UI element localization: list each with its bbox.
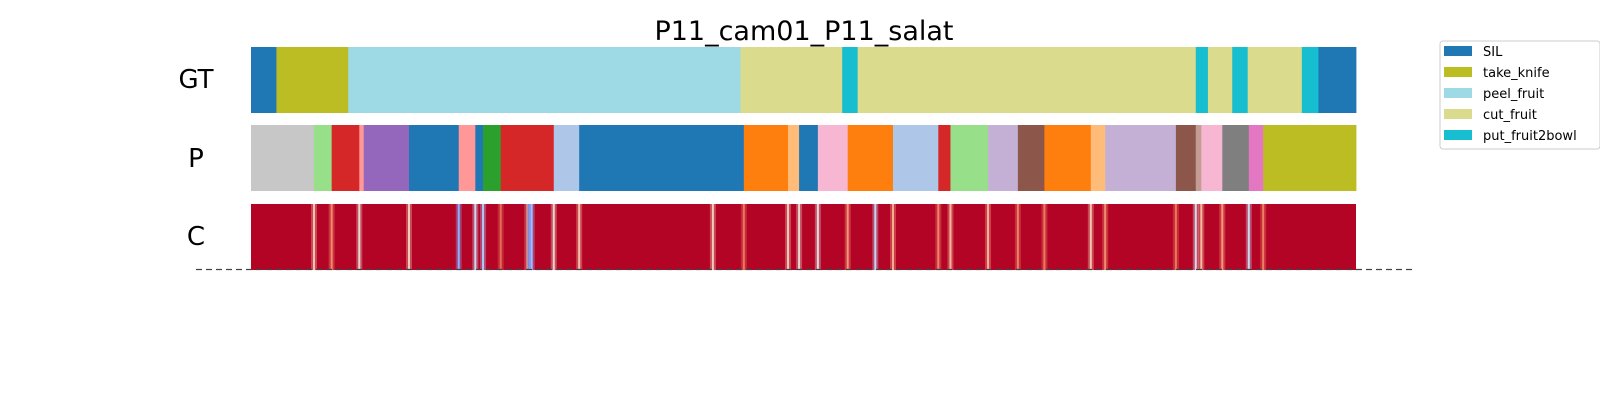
- segment: [743, 125, 789, 191]
- confidence-spike: [1174, 204, 1177, 270]
- segment: [1090, 125, 1106, 191]
- confidence-spike: [578, 204, 581, 270]
- confidence-spike: [1221, 204, 1224, 270]
- segment: [363, 125, 410, 191]
- segment: [251, 47, 277, 113]
- confidence-spike: [312, 204, 315, 270]
- segment: [799, 125, 819, 191]
- segment: [409, 125, 460, 191]
- segment: [359, 125, 365, 191]
- confidence-spike: [457, 204, 460, 270]
- segment: [276, 47, 349, 113]
- confidence-spike: [987, 204, 990, 270]
- segment: [1105, 125, 1177, 191]
- confidence-spike: [499, 204, 502, 270]
- segment: [313, 125, 333, 191]
- segment: [1301, 47, 1319, 113]
- segment: [1044, 125, 1092, 191]
- segment: [1017, 125, 1045, 191]
- confidence-spike: [787, 204, 790, 270]
- segment: [348, 47, 741, 113]
- confidence-spike: [1262, 204, 1265, 270]
- legend-swatch: [1444, 109, 1472, 119]
- confidence-spike: [874, 204, 877, 270]
- segment: [950, 125, 989, 191]
- segment: [1318, 47, 1357, 113]
- confidence-spike: [1200, 204, 1203, 270]
- confidence-spike: [358, 204, 361, 270]
- confidence-spike: [798, 204, 801, 270]
- segment: [579, 125, 745, 191]
- confidence-spike: [530, 204, 533, 270]
- confidence-spike: [482, 204, 485, 270]
- chart-title: P11_cam01_P11_salat: [654, 16, 953, 47]
- row-label-c: C: [187, 222, 205, 252]
- legend-label: put_fruit2bowl: [1483, 129, 1577, 144]
- segment: [857, 47, 1197, 113]
- segment: [1175, 125, 1197, 191]
- segment: [938, 125, 951, 191]
- segment: [1263, 125, 1357, 191]
- segment: [1195, 47, 1209, 113]
- confidence-spike: [1089, 204, 1092, 270]
- legend-label: cut_fruit: [1483, 108, 1537, 123]
- segment: [1195, 125, 1202, 191]
- segment: [1247, 47, 1303, 113]
- confidence-spike: [1104, 204, 1107, 270]
- segment: [817, 125, 849, 191]
- legend-swatch: [1444, 67, 1472, 77]
- confidence-spike: [816, 204, 819, 270]
- segment: [483, 125, 502, 191]
- segment: [1201, 125, 1223, 191]
- confidence-spike: [846, 204, 849, 270]
- legend: SIL take_knife peel_fruit cut_fruit put_…: [1439, 40, 1600, 150]
- segment: [500, 125, 555, 191]
- confidence-spike: [892, 204, 894, 270]
- segment: [740, 47, 843, 113]
- confidence-spike: [742, 204, 745, 270]
- confidence-spike: [526, 204, 529, 270]
- legend-label: peel_fruit: [1483, 87, 1544, 102]
- segment: [1248, 125, 1264, 191]
- segment: [842, 47, 859, 113]
- confidence-spike: [1043, 204, 1046, 270]
- confidence-spike: [1016, 204, 1019, 270]
- confidence-spike: [949, 204, 952, 270]
- legend-label: SIL: [1483, 45, 1503, 60]
- legend-label: take_knife: [1483, 66, 1550, 81]
- confidence-spike: [711, 204, 714, 270]
- confidence-spike: [408, 204, 411, 270]
- segment: [458, 125, 476, 191]
- confidence-spike: [330, 204, 333, 270]
- row-label-gt: GT: [178, 65, 213, 95]
- confidence-base: [251, 204, 1356, 270]
- segment: [553, 125, 580, 191]
- confidence-spike: [474, 204, 477, 270]
- segment: [475, 125, 484, 191]
- gt-row: [251, 47, 1357, 113]
- prediction-row: [251, 125, 1357, 191]
- segment: [251, 125, 315, 191]
- confidence-row: [251, 204, 1356, 270]
- segment: [1207, 47, 1233, 113]
- segment: [988, 125, 1019, 191]
- legend-frame: [1439, 40, 1600, 150]
- legend-swatch: [1444, 130, 1472, 140]
- confidence-spike: [552, 204, 555, 270]
- legend-swatch: [1444, 46, 1472, 56]
- confidence-spike: [937, 204, 940, 270]
- segment: [1222, 125, 1250, 191]
- segment: [788, 125, 800, 191]
- confidence-spike: [528, 204, 531, 270]
- confidence-spike: [1194, 204, 1197, 270]
- legend-swatch: [1444, 88, 1472, 98]
- segment: [847, 125, 894, 191]
- segment: [1232, 47, 1249, 113]
- row-label-p: P: [188, 144, 204, 174]
- segment: [893, 125, 939, 191]
- segment: [331, 125, 360, 191]
- confidence-spike: [1247, 204, 1250, 270]
